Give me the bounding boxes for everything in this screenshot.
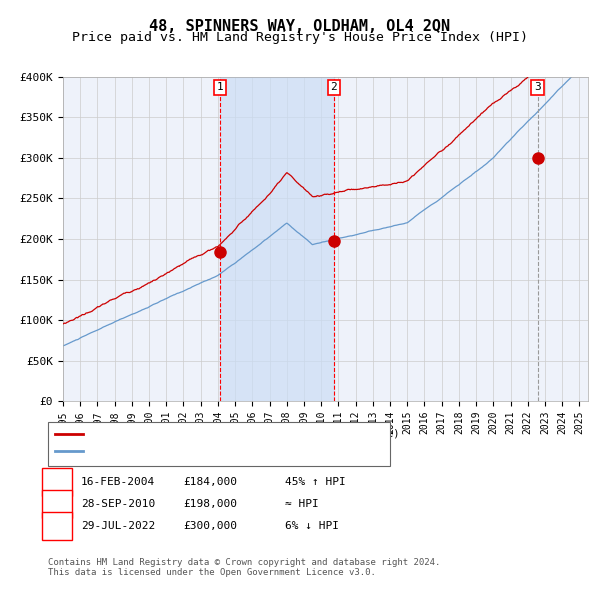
Text: 6% ↓ HPI: 6% ↓ HPI	[285, 521, 339, 530]
Text: 2: 2	[53, 499, 61, 509]
Text: £198,000: £198,000	[183, 499, 237, 509]
Text: Contains HM Land Registry data © Crown copyright and database right 2024.
This d: Contains HM Land Registry data © Crown c…	[48, 558, 440, 577]
Text: HPI: Average price, detached house, Oldham: HPI: Average price, detached house, Oldh…	[87, 447, 349, 456]
Bar	[220, 77, 334, 401]
Text: 48, SPINNERS WAY, OLDHAM, OL4 2QN (detached house): 48, SPINNERS WAY, OLDHAM, OL4 2QN (detac…	[87, 429, 400, 438]
Text: 45% ↑ HPI: 45% ↑ HPI	[285, 477, 346, 487]
Text: £184,000: £184,000	[183, 477, 237, 487]
Text: 29-JUL-2022: 29-JUL-2022	[81, 521, 155, 530]
Text: Price paid vs. HM Land Registry's House Price Index (HPI): Price paid vs. HM Land Registry's House …	[72, 31, 528, 44]
Text: 48, SPINNERS WAY, OLDHAM, OL4 2QN: 48, SPINNERS WAY, OLDHAM, OL4 2QN	[149, 19, 451, 34]
Text: ≈ HPI: ≈ HPI	[285, 499, 319, 509]
Text: £300,000: £300,000	[183, 521, 237, 530]
Text: 1: 1	[217, 83, 223, 93]
Text: 2: 2	[331, 83, 337, 93]
Text: 3: 3	[534, 83, 541, 93]
Text: 1: 1	[53, 477, 61, 487]
Text: 3: 3	[53, 521, 61, 530]
Text: 28-SEP-2010: 28-SEP-2010	[81, 499, 155, 509]
Text: 16-FEB-2004: 16-FEB-2004	[81, 477, 155, 487]
